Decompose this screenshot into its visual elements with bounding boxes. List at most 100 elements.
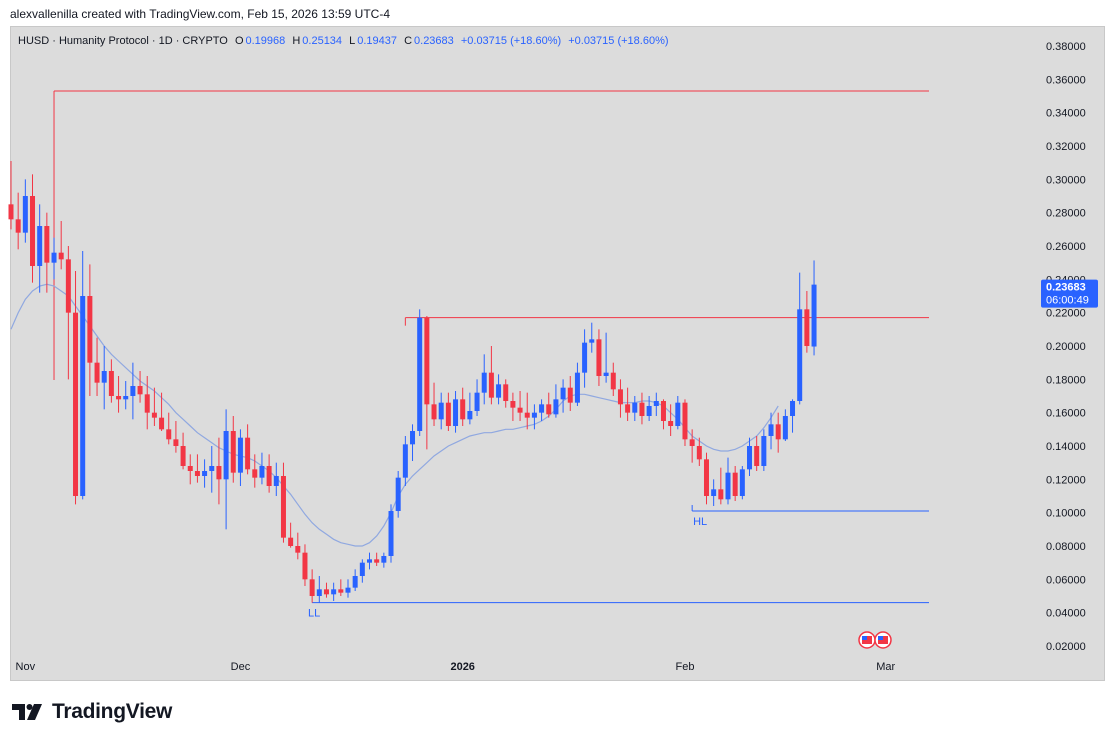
candle-body bbox=[660, 401, 666, 421]
y-tick-label: 0.08000 bbox=[1046, 541, 1086, 553]
candle-body bbox=[65, 259, 71, 313]
open-label: O bbox=[234, 35, 244, 47]
candle-body bbox=[775, 424, 781, 440]
candle-body bbox=[682, 402, 688, 440]
candle-body bbox=[589, 339, 595, 343]
candle-body bbox=[302, 552, 308, 580]
x-tick-label: Feb bbox=[675, 661, 694, 673]
candle-body bbox=[754, 446, 760, 466]
candle-body bbox=[151, 412, 157, 418]
candle-body bbox=[374, 559, 380, 563]
candle-body bbox=[531, 412, 537, 418]
candle-body bbox=[159, 417, 165, 430]
tradingview-wordmark: TradingView bbox=[52, 700, 173, 723]
close-label: C bbox=[404, 35, 413, 47]
moving-average-line bbox=[10, 283, 779, 547]
candle-body bbox=[797, 309, 803, 401]
candle-body bbox=[431, 404, 437, 420]
candle-body bbox=[316, 589, 322, 596]
x-tick-label: Dec bbox=[231, 661, 251, 673]
level-label-hl: HL bbox=[693, 516, 707, 528]
candle-body bbox=[288, 537, 294, 546]
x-tick-label: Nov bbox=[16, 661, 36, 673]
candle-body bbox=[173, 439, 179, 446]
y-tick-label: 0.18000 bbox=[1046, 374, 1086, 386]
candle-body bbox=[252, 469, 258, 478]
candle-body bbox=[696, 446, 702, 460]
x-tick-label: 2026 bbox=[450, 661, 474, 673]
y-tick-label: 0.20000 bbox=[1046, 341, 1086, 353]
candle-body bbox=[338, 589, 344, 593]
candle-body bbox=[732, 472, 738, 496]
candle-body bbox=[144, 394, 150, 413]
y-tick-label: 0.02000 bbox=[1046, 641, 1086, 653]
open-value: 0.19968 bbox=[245, 35, 286, 47]
candle-body bbox=[359, 562, 365, 576]
tradingview-brand: TradingView bbox=[12, 700, 172, 724]
candle-body bbox=[209, 466, 215, 471]
y-tick-label: 0.04000 bbox=[1046, 608, 1086, 620]
candle-body bbox=[345, 587, 351, 593]
candle-body bbox=[632, 402, 638, 413]
candle-body bbox=[137, 386, 143, 395]
y-tick-label: 0.14000 bbox=[1046, 441, 1086, 453]
candle-body bbox=[237, 437, 243, 473]
candle-body bbox=[280, 476, 286, 538]
candle-body bbox=[496, 384, 502, 398]
candle-body bbox=[524, 412, 530, 418]
close-value: 0.23683 bbox=[414, 35, 454, 47]
symbol-name: HUSD · Humanity Protocol · 1D · CRYPTO bbox=[18, 35, 228, 47]
candle-body bbox=[101, 371, 107, 383]
candle-body bbox=[80, 296, 86, 496]
y-tick-label: 0.28000 bbox=[1046, 208, 1086, 220]
candle-body bbox=[653, 401, 659, 406]
candle-body bbox=[617, 389, 623, 405]
candle-body bbox=[646, 406, 652, 416]
x-tick-label: Mar bbox=[876, 661, 895, 673]
candle-body bbox=[517, 407, 523, 413]
candle-body bbox=[58, 252, 64, 260]
candle-body bbox=[546, 404, 552, 415]
chart-credit: alexvallenilla created with TradingView.… bbox=[10, 7, 390, 21]
y-tick-label: 0.06000 bbox=[1046, 574, 1086, 586]
price-tag-value: 0.23683 bbox=[1046, 282, 1086, 294]
candle-body bbox=[194, 471, 200, 476]
chart-panel[interactable] bbox=[10, 26, 1105, 681]
candle-body bbox=[216, 466, 222, 480]
level-label-ll: LL bbox=[308, 608, 320, 620]
candle-body bbox=[668, 421, 674, 426]
price-tag-countdown: 06:00:49 bbox=[1046, 295, 1089, 307]
candle-body bbox=[116, 396, 122, 400]
change-value-2: +0.03715 (+18.60%) bbox=[568, 35, 669, 47]
candle-body bbox=[768, 424, 774, 436]
candle-body bbox=[202, 471, 208, 476]
candle-body bbox=[747, 446, 753, 470]
candle-body bbox=[8, 204, 14, 220]
candle-body bbox=[553, 399, 559, 415]
candle-body bbox=[266, 466, 272, 486]
change-value: +0.03715 (+18.60%) bbox=[460, 35, 562, 47]
y-tick-label: 0.16000 bbox=[1046, 408, 1086, 420]
candle-body bbox=[596, 339, 602, 376]
low-label: L bbox=[349, 35, 356, 47]
candle-body bbox=[488, 372, 494, 398]
candle-body bbox=[323, 589, 329, 595]
symbol-legend: HUSD · Humanity Protocol · 1D · CRYPTO O… bbox=[18, 35, 669, 47]
candle-body bbox=[567, 387, 573, 403]
candle-body bbox=[510, 401, 516, 408]
candle-body bbox=[352, 576, 358, 588]
price-tag bbox=[1041, 279, 1098, 308]
candle-body bbox=[503, 384, 509, 401]
candle-body bbox=[381, 556, 387, 563]
candle-body bbox=[739, 469, 745, 496]
y-tick-label: 0.10000 bbox=[1046, 508, 1086, 520]
candle-body bbox=[402, 444, 408, 478]
candle-body bbox=[603, 372, 609, 376]
candle-body bbox=[804, 309, 810, 346]
candle-body bbox=[37, 226, 43, 266]
candle-body bbox=[230, 431, 236, 473]
high-label: H bbox=[292, 35, 301, 47]
candle-body bbox=[87, 296, 93, 363]
candle-body bbox=[166, 429, 172, 440]
